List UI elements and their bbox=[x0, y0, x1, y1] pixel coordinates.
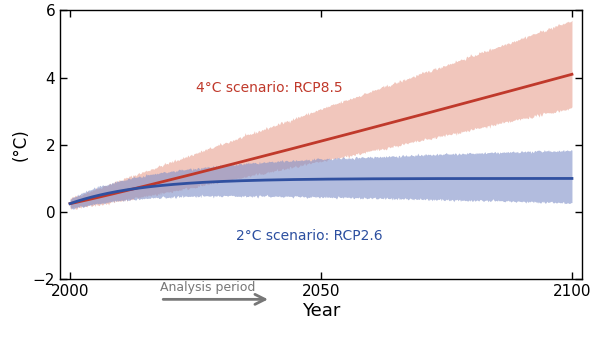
Y-axis label: (°C): (°C) bbox=[12, 128, 30, 161]
Text: Analysis period: Analysis period bbox=[160, 281, 256, 294]
Text: 2°C scenario: RCP2.6: 2°C scenario: RCP2.6 bbox=[236, 229, 382, 243]
Text: 4°C scenario: RCP8.5: 4°C scenario: RCP8.5 bbox=[196, 81, 342, 95]
X-axis label: Year: Year bbox=[302, 302, 340, 320]
